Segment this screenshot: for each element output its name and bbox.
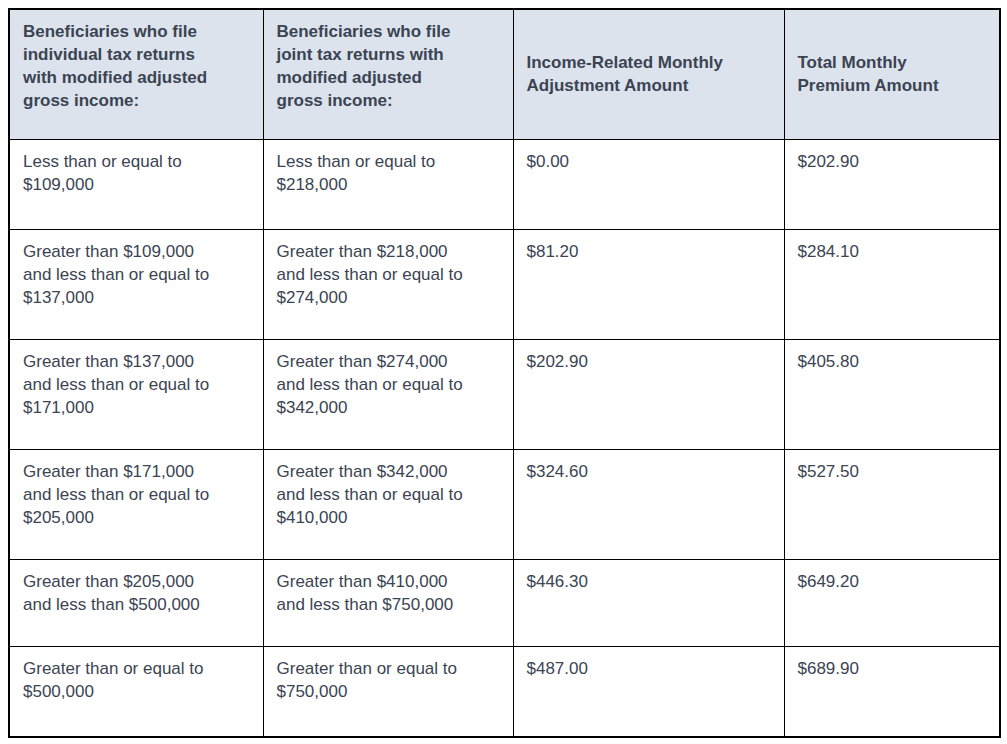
- cell-adjustment-amount: $202.90: [513, 339, 784, 449]
- table-row: Greater than or equal to $500,000 Greate…: [9, 646, 1000, 737]
- cell-adjustment-amount: $446.30: [513, 559, 784, 646]
- cell-individual-income: Greater than $205,000 and less than $500…: [9, 559, 263, 646]
- cell-joint-income: Less than or equal to $218,000: [263, 139, 513, 229]
- cell-adjustment-amount: $0.00: [513, 139, 784, 229]
- column-header-adjustment-amount: Income-Related Monthly Adjustment Amount: [513, 9, 784, 139]
- cell-joint-income: Greater than $342,000 and less than or e…: [263, 449, 513, 559]
- cell-joint-income: Greater than $274,000 and less than or e…: [263, 339, 513, 449]
- cell-individual-income: Greater than $109,000 and less than or e…: [9, 229, 263, 339]
- cell-individual-income: Less than or equal to $109,000: [9, 139, 263, 229]
- column-header-individual-returns: Beneficiaries who file individual tax re…: [9, 9, 263, 139]
- table-row: Greater than $171,000 and less than or e…: [9, 449, 1000, 559]
- page: Beneficiaries who file individual tax re…: [0, 0, 1007, 744]
- cell-total-premium: $649.20: [784, 559, 1000, 646]
- irmaa-premium-table: Beneficiaries who file individual tax re…: [8, 8, 1001, 738]
- cell-individual-income: Greater than or equal to $500,000: [9, 646, 263, 737]
- cell-joint-income: Greater than $410,000 and less than $750…: [263, 559, 513, 646]
- cell-adjustment-amount: $81.20: [513, 229, 784, 339]
- cell-total-premium: $405.80: [784, 339, 1000, 449]
- table-row: Greater than $137,000 and less than or e…: [9, 339, 1000, 449]
- column-header-total-premium: Total Monthly Premium Amount: [784, 9, 1000, 139]
- cell-adjustment-amount: $324.60: [513, 449, 784, 559]
- table-header-row: Beneficiaries who file individual tax re…: [9, 9, 1000, 139]
- table-row: Greater than $109,000 and less than or e…: [9, 229, 1000, 339]
- cell-individual-income: Greater than $171,000 and less than or e…: [9, 449, 263, 559]
- table-row: Less than or equal to $109,000 Less than…: [9, 139, 1000, 229]
- column-header-joint-returns: Beneficiaries who file joint tax returns…: [263, 9, 513, 139]
- cell-joint-income: Greater than or equal to $750,000: [263, 646, 513, 737]
- cell-adjustment-amount: $487.00: [513, 646, 784, 737]
- cell-total-premium: $689.90: [784, 646, 1000, 737]
- table-row: Greater than $205,000 and less than $500…: [9, 559, 1000, 646]
- cell-total-premium: $284.10: [784, 229, 1000, 339]
- cell-individual-income: Greater than $137,000 and less than or e…: [9, 339, 263, 449]
- cell-total-premium: $527.50: [784, 449, 1000, 559]
- cell-joint-income: Greater than $218,000 and less than or e…: [263, 229, 513, 339]
- cell-total-premium: $202.90: [784, 139, 1000, 229]
